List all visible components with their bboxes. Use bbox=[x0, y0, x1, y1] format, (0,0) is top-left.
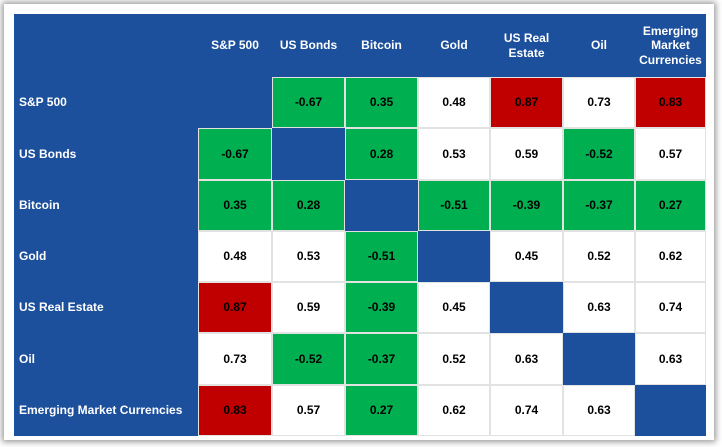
correlation-cell: 0.48 bbox=[198, 231, 272, 282]
row-header: S&P 500 bbox=[14, 77, 198, 128]
correlation-cell: 0.27 bbox=[635, 180, 706, 231]
correlation-cell: 0.53 bbox=[272, 231, 345, 282]
correlation-cell: -0.37 bbox=[563, 180, 635, 231]
correlation-cell: 0.63 bbox=[563, 282, 635, 333]
correlation-cell: 0.45 bbox=[490, 231, 563, 282]
correlation-cell: -0.52 bbox=[563, 128, 635, 180]
correlation-cell bbox=[635, 385, 706, 436]
correlation-cell: 0.52 bbox=[563, 231, 635, 282]
correlation-cell: 0.73 bbox=[563, 77, 635, 128]
correlation-cell: -0.39 bbox=[345, 282, 418, 333]
correlation-cell: 0.87 bbox=[490, 77, 563, 128]
row-header: Bitcoin bbox=[14, 180, 198, 231]
row-header: Gold bbox=[14, 231, 198, 282]
correlation-cell: 0.28 bbox=[345, 128, 418, 180]
correlation-cell: 0.28 bbox=[272, 180, 345, 231]
correlation-cell: -0.52 bbox=[272, 333, 345, 385]
correlation-cell: 0.63 bbox=[490, 333, 563, 385]
correlation-cell: 0.62 bbox=[418, 385, 490, 436]
corner bbox=[14, 14, 198, 77]
correlation-cell: 0.59 bbox=[272, 282, 345, 333]
correlation-cell: -0.51 bbox=[345, 231, 418, 282]
correlation-cell bbox=[418, 231, 490, 282]
correlation-cell: 0.74 bbox=[490, 385, 563, 436]
correlation-cell: -0.37 bbox=[345, 333, 418, 385]
correlation-cell: 0.87 bbox=[198, 282, 272, 333]
column-header: Bitcoin bbox=[345, 14, 418, 77]
table-frame: S&P 500 US Bonds Bitcoin Gold US Real Estate… bbox=[4, 4, 714, 440]
row-header: US Real Estate bbox=[14, 282, 198, 333]
correlation-cell: 0.45 bbox=[418, 282, 490, 333]
correlation-cell: 0.57 bbox=[272, 385, 345, 436]
correlation-cell: 0.57 bbox=[635, 128, 706, 180]
row-header: US Bonds bbox=[14, 128, 198, 180]
correlation-cell: 0.63 bbox=[563, 385, 635, 436]
correlation-cell bbox=[198, 77, 272, 128]
column-header: S&P 500 bbox=[198, 14, 272, 77]
correlation-cell: -0.67 bbox=[272, 77, 345, 128]
correlation-cell: 0.27 bbox=[345, 385, 418, 436]
correlation-cell: 0.35 bbox=[345, 77, 418, 128]
column-header: Emerging Market Currencies bbox=[635, 14, 706, 77]
correlation-cell bbox=[563, 333, 635, 385]
correlation-cell bbox=[272, 128, 345, 180]
correlation-cell: 0.62 bbox=[635, 231, 706, 282]
correlation-cell: -0.39 bbox=[490, 180, 563, 231]
correlation-cell: 0.52 bbox=[418, 333, 490, 385]
correlation-cell: 0.53 bbox=[418, 128, 490, 180]
correlation-cell: 0.48 bbox=[418, 77, 490, 128]
row-header: Emerging Market Currencies bbox=[14, 385, 198, 436]
correlation-cell: 0.59 bbox=[490, 128, 563, 180]
correlation-cell bbox=[490, 282, 563, 333]
correlation-cell: 0.83 bbox=[635, 77, 706, 128]
column-header: US Real Estate bbox=[490, 14, 563, 77]
correlation-cell: -0.51 bbox=[418, 180, 490, 231]
correlation-cell: 0.73 bbox=[198, 333, 272, 385]
correlation-cell: 0.63 bbox=[635, 333, 706, 385]
column-header: US Bonds bbox=[272, 14, 345, 77]
correlation-cell: -0.67 bbox=[198, 128, 272, 180]
row-header: Oil bbox=[14, 333, 198, 385]
column-header: Oil bbox=[563, 14, 635, 77]
correlation-cell bbox=[345, 180, 418, 231]
correlation-cell: 0.74 bbox=[635, 282, 706, 333]
column-header: Gold bbox=[418, 14, 490, 77]
correlation-cell: 0.83 bbox=[198, 385, 272, 436]
correlation-table: S&P 500 US Bonds Bitcoin Gold US Real Estate… bbox=[14, 14, 706, 436]
correlation-cell: 0.35 bbox=[198, 180, 272, 231]
